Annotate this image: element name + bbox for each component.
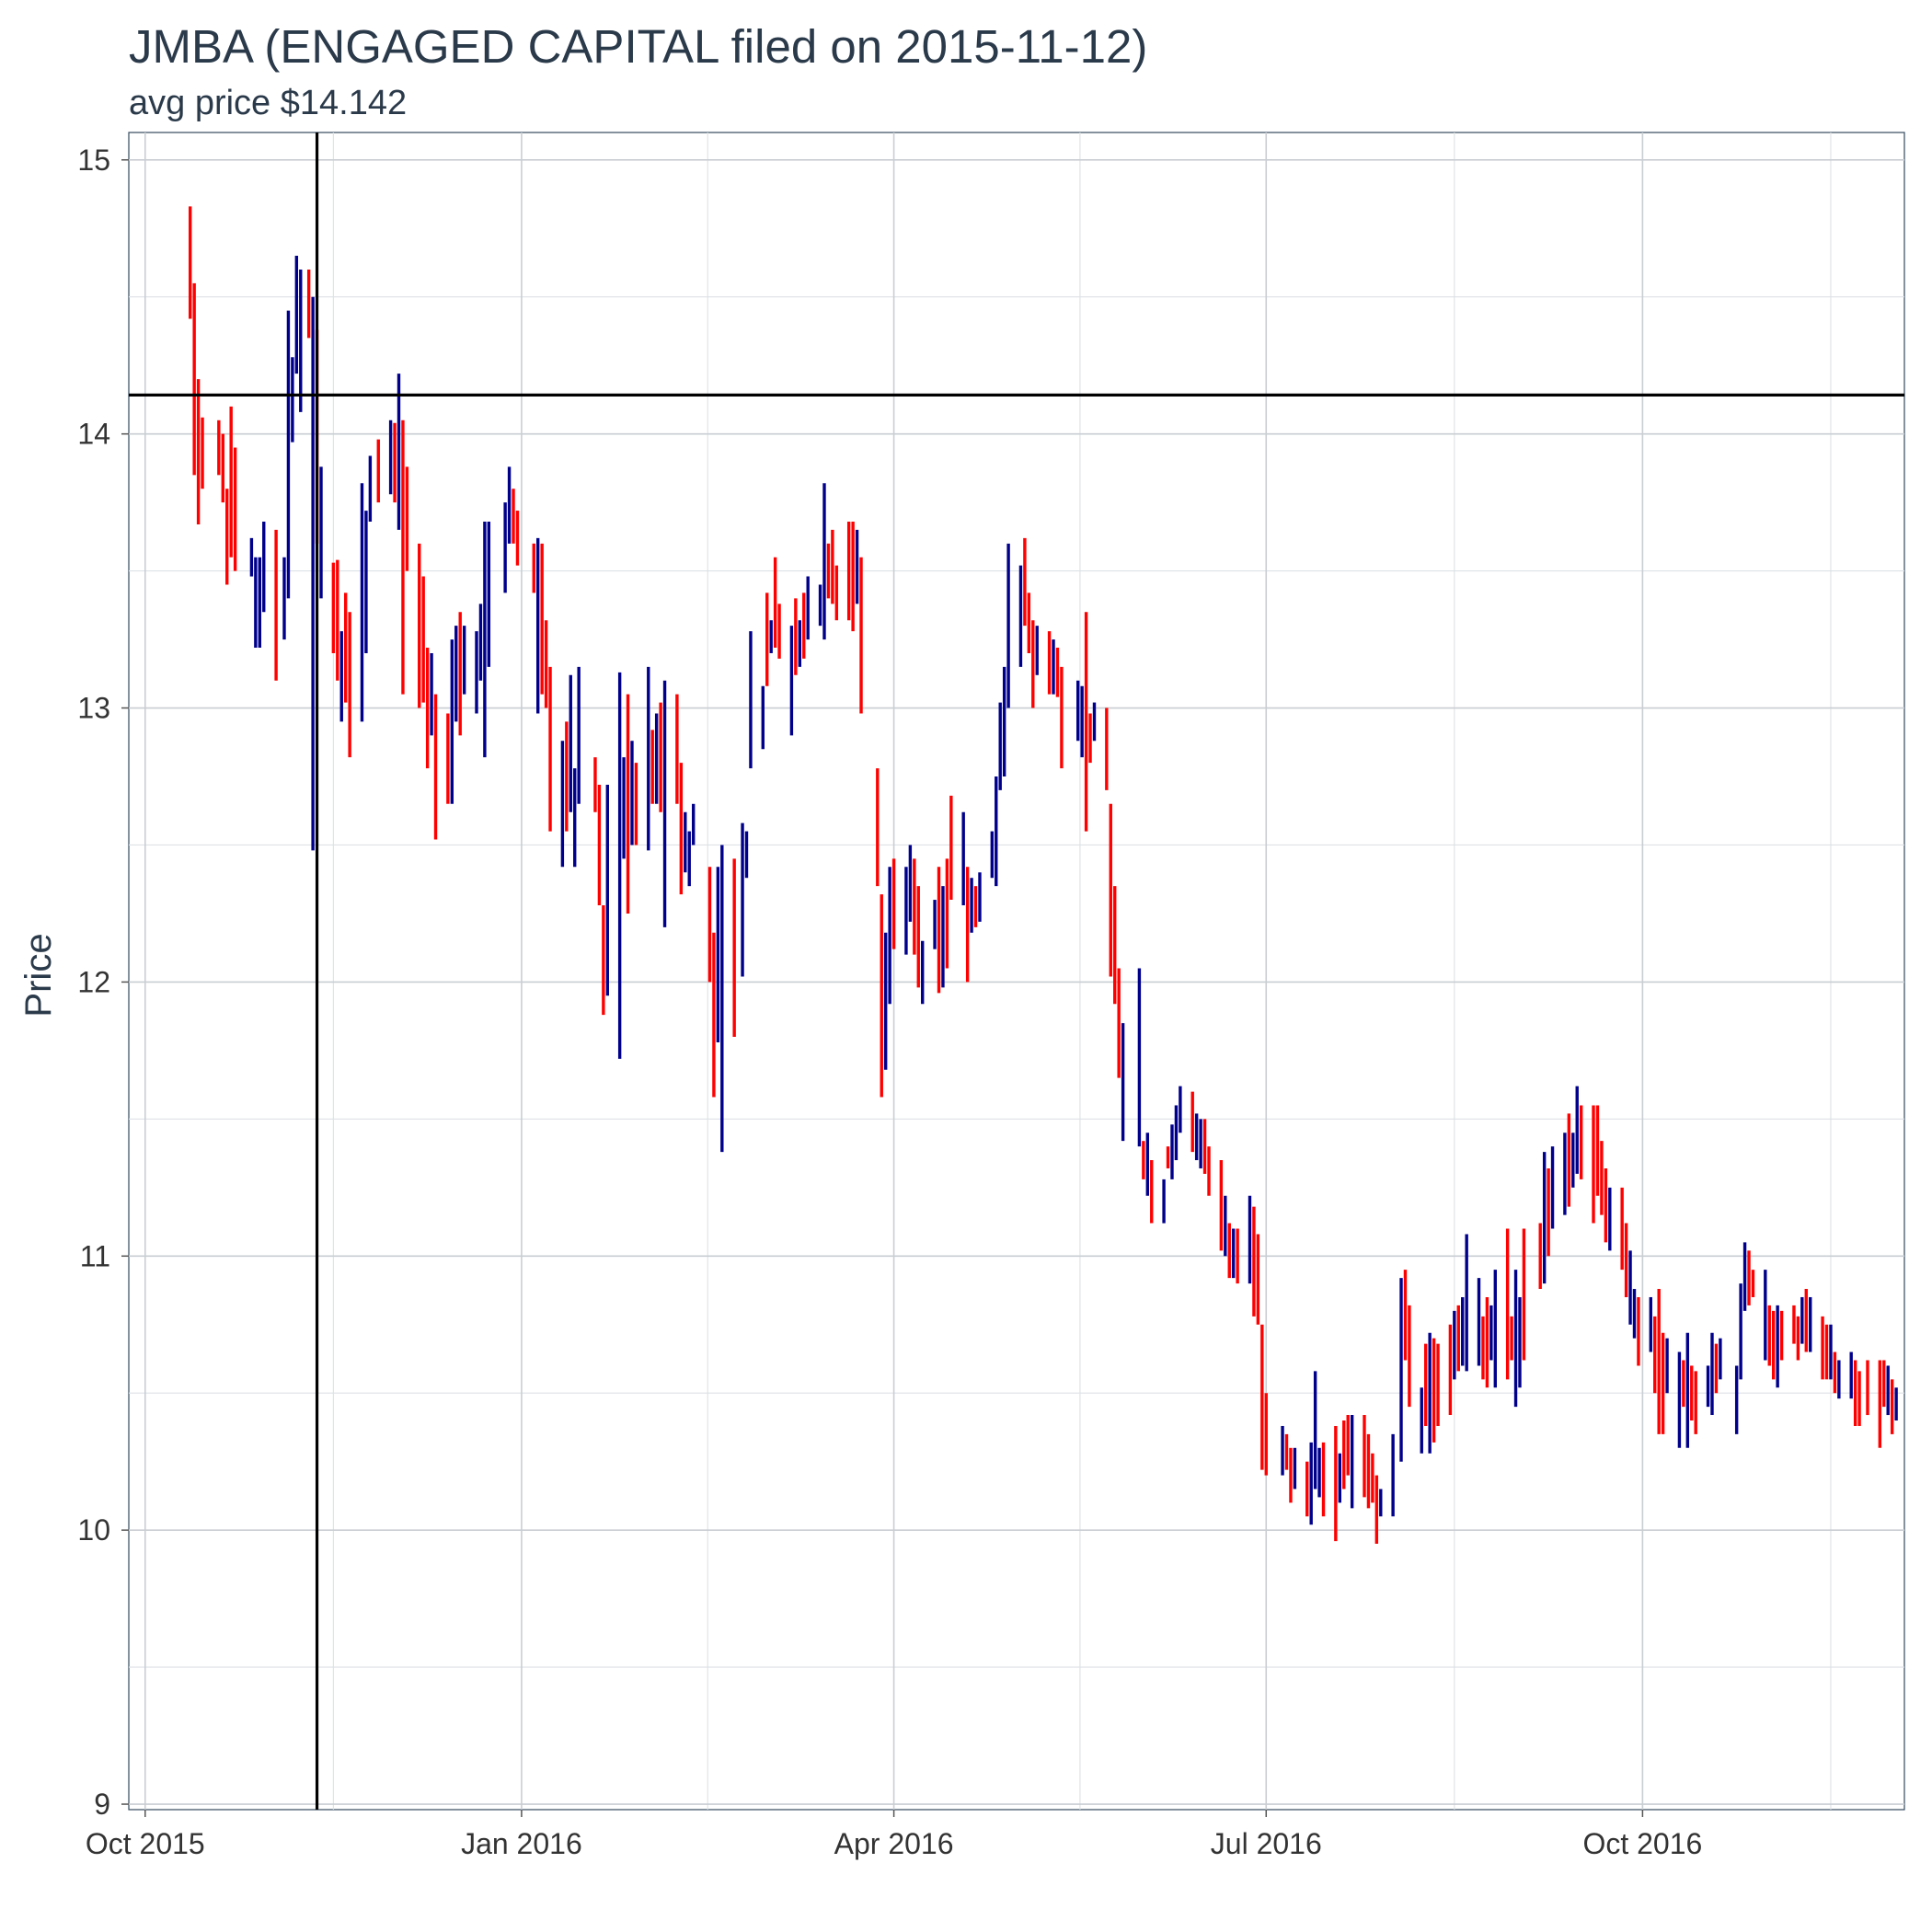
x-tick-label: Jul 2016	[1211, 1827, 1322, 1860]
y-tick-label: 9	[94, 1788, 110, 1821]
x-tick-label: Oct 2016	[1582, 1827, 1702, 1860]
y-tick-label: 13	[77, 692, 110, 725]
chart-subtitle: avg price $14.142	[129, 84, 407, 122]
y-tick-label: 14	[77, 418, 110, 451]
y-tick-label: 10	[77, 1513, 110, 1547]
y-tick-label: 15	[77, 144, 110, 177]
axes: 9 10 11 12 13 14 15 Oct 2015 Jan 2016 Apr 2016 Jul…	[77, 144, 1702, 1860]
reference-lines	[129, 132, 1904, 1810]
chart-title: JMBA (ENGAGED CAPITAL filed on 2015-11-1…	[129, 20, 1147, 73]
x-tick-label: Jan 2016	[461, 1827, 582, 1860]
major-gridlines	[129, 132, 1904, 1810]
ohlc-bars	[189, 206, 1898, 1545]
x-tick-label: Apr 2016	[834, 1827, 954, 1860]
y-axis-title: Price	[18, 933, 59, 1017]
plot-panel	[128, 132, 1905, 1811]
x-tick-label: Oct 2015	[86, 1827, 205, 1860]
y-tick-label: 12	[77, 965, 110, 998]
y-tick-label: 11	[80, 1239, 110, 1272]
